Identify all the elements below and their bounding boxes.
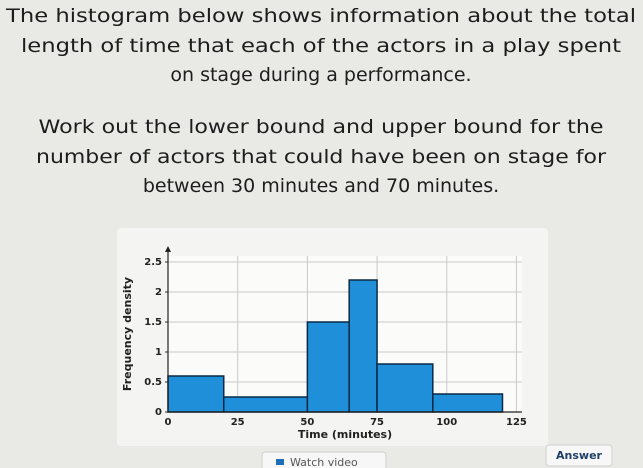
x-axis-label: Time (minutes): [298, 428, 392, 441]
x-tick-label: 75: [370, 417, 384, 428]
x-tick-label: 0: [165, 417, 172, 428]
y-tick-label: 0.5: [144, 377, 162, 388]
x-tick-label: 25: [231, 417, 245, 428]
bar: [348, 279, 378, 413]
question-line: number of actors that could have been on…: [36, 146, 606, 168]
x-tick-label: 100: [436, 417, 457, 428]
video-icon: [276, 459, 284, 465]
button-label: Answer: [556, 449, 603, 462]
question-line: The histogram below shows information ab…: [5, 5, 636, 27]
question-line: on stage during a performance.: [170, 64, 471, 86]
question-line: Work out the lower bound and upper bound…: [39, 116, 604, 138]
bar: [376, 363, 434, 413]
y-tick-label: 1.5: [144, 317, 162, 328]
bar: [306, 321, 350, 413]
question-line: between 30 minutes and 70 minutes.: [143, 175, 499, 197]
bar: [432, 393, 504, 413]
x-tick-label: 125: [506, 417, 527, 428]
button-label: Watch video: [290, 456, 358, 468]
button-background: [261, 451, 387, 468]
y-tick-label: 2: [155, 287, 162, 298]
y-tick-label: 1: [155, 347, 162, 358]
bar: [167, 375, 225, 413]
y-tick-label: 0: [155, 407, 162, 418]
question: The histogram below shows information ab…: [5, 5, 636, 197]
watch-video-button[interactable]: Watch video: [261, 451, 387, 468]
answer-button[interactable]: Answer: [545, 444, 613, 467]
y-tick-label: 2.5: [144, 257, 162, 268]
question-line: length of time that each of the actors i…: [21, 35, 621, 57]
bar: [222, 396, 309, 413]
histogram: 0 0.5 1 1.5 2 2.5 0 25 50 75 100 125 Time (minutes) F…: [121, 246, 527, 441]
x-tick-label: 50: [300, 417, 314, 428]
y-axis-label: Frequency density: [121, 277, 134, 391]
y-axis-arrow: [165, 246, 171, 252]
button-background: [545, 444, 613, 467]
